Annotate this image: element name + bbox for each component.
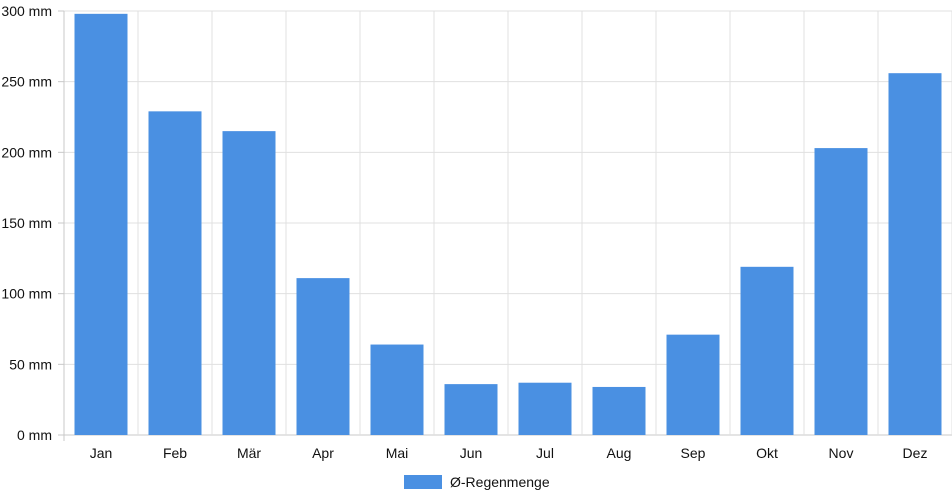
bar-mär[interactable]	[222, 131, 276, 435]
x-axis-tick-label: Okt	[756, 445, 778, 461]
bar-sep[interactable]	[666, 334, 720, 435]
x-axis-tick-label: Mai	[386, 445, 409, 461]
y-axis-tick-label: 150 mm	[1, 215, 52, 231]
bar-jun[interactable]	[444, 384, 498, 435]
x-axis-tick-label: Apr	[312, 445, 334, 461]
y-axis-tick-label: 100 mm	[1, 286, 52, 302]
grid-lines	[58, 10, 952, 441]
y-axis-tick-label: 200 mm	[1, 144, 52, 160]
legend-swatch[interactable]	[404, 475, 442, 489]
y-axis-tick-label: 300 mm	[1, 3, 52, 19]
x-axis-tick-label: Nov	[829, 445, 854, 461]
bar-series	[74, 13, 942, 436]
x-axis-tick-label: Jan	[90, 445, 113, 461]
bar-jan[interactable]	[74, 13, 128, 436]
bar-mai[interactable]	[370, 344, 424, 435]
y-axis-tick-label: 50 mm	[9, 356, 52, 372]
x-axis-tick-label: Feb	[163, 445, 187, 461]
y-axis-tick-labels: 0 mm 50 mm 100 mm 150 mm 200 mm 250 mm 300 mm	[1, 3, 52, 443]
bar-dez[interactable]	[888, 73, 942, 435]
bar-nov[interactable]	[814, 148, 868, 436]
legend[interactable]: Ø-Regenmenge	[404, 474, 550, 490]
x-axis-tick-labels: Jan Feb Mär Apr Mai Jun Jul Aug Sep Okt Nov Dez	[90, 445, 928, 461]
y-axis-tick-label: 0 mm	[17, 427, 52, 443]
x-axis-tick-label: Aug	[607, 445, 632, 461]
bar-apr[interactable]	[296, 278, 350, 435]
x-axis-tick-label: Jul	[536, 445, 554, 461]
x-axis-tick-label: Dez	[903, 445, 928, 461]
legend-label[interactable]: Ø-Regenmenge	[450, 474, 550, 490]
bar-feb[interactable]	[148, 111, 202, 435]
bar-okt[interactable]	[740, 266, 794, 435]
y-axis-tick-label: 250 mm	[1, 74, 52, 90]
bar-aug[interactable]	[592, 386, 646, 435]
x-axis-tick-label: Jun	[460, 445, 483, 461]
bar-jul[interactable]	[518, 382, 572, 435]
x-axis-tick-label: Mär	[237, 445, 261, 461]
x-axis-tick-label: Sep	[681, 445, 706, 461]
